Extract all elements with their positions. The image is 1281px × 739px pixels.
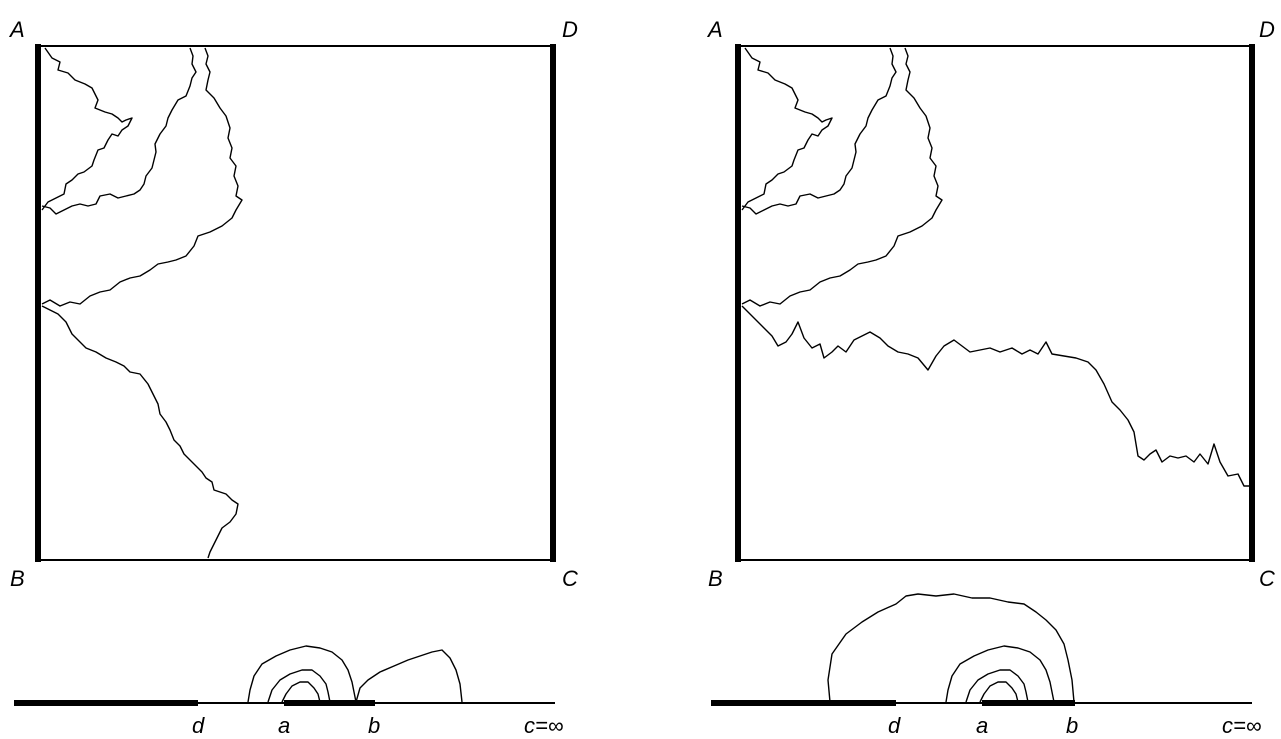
corner-label-D: D bbox=[1259, 17, 1275, 42]
halfplane-arc-outer bbox=[247, 645, 357, 703]
axis-label-c: c=∞ bbox=[1222, 713, 1262, 738]
axis-label-b: b bbox=[368, 713, 380, 738]
corner-label-A: A bbox=[706, 17, 723, 42]
square-curve-middle bbox=[741, 47, 897, 215]
corner-label-C: C bbox=[562, 566, 578, 591]
corner-label-A: A bbox=[8, 17, 25, 42]
halfplane-arc-outer bbox=[945, 645, 1055, 703]
square-curve-long bbox=[741, 305, 1250, 487]
square-curve-inner bbox=[41, 47, 133, 211]
square-curve-inner bbox=[741, 47, 833, 211]
square-curve-outer bbox=[741, 47, 943, 307]
corner-label-C: C bbox=[1259, 566, 1275, 591]
halfplane-arc-mid bbox=[267, 669, 331, 703]
axis-label-c: c=∞ bbox=[524, 713, 564, 738]
corner-label-B: B bbox=[10, 566, 25, 591]
axis-label-d: d bbox=[888, 713, 901, 738]
panel-right: A D B C d a b c=∞ bbox=[706, 17, 1275, 738]
corner-label-B: B bbox=[708, 566, 723, 591]
halfplane-arc-inner bbox=[281, 681, 321, 703]
square-curve-outer bbox=[41, 47, 243, 307]
axis-label-d: d bbox=[192, 713, 205, 738]
corner-label-D: D bbox=[562, 17, 578, 42]
halfplane-arc-large bbox=[827, 593, 1075, 703]
square-curve-middle bbox=[41, 47, 197, 215]
square-curve-long bbox=[41, 305, 239, 559]
panel-left: A D B C d a b c=∞ bbox=[8, 17, 578, 738]
axis-label-a: a bbox=[278, 713, 290, 738]
halfplane-arc-inner bbox=[979, 681, 1019, 703]
halfplane-arc-mid bbox=[965, 669, 1029, 703]
axis-label-b: b bbox=[1066, 713, 1078, 738]
halfplane-arc-right bbox=[355, 649, 463, 703]
axis-label-a: a bbox=[976, 713, 988, 738]
